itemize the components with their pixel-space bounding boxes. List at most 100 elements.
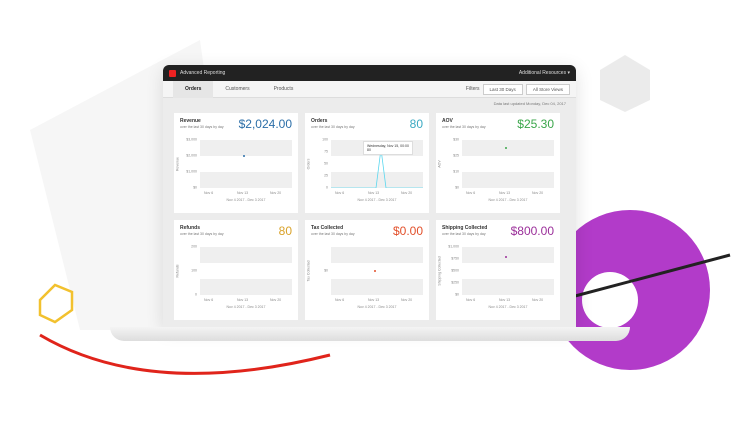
card-title: Shipping Collected bbox=[442, 225, 488, 231]
x-tick: Nov 13 bbox=[237, 298, 249, 302]
x-tick: Nov 20 bbox=[532, 298, 544, 302]
y-tick: $3,000 bbox=[186, 137, 197, 142]
y-tick: $30 bbox=[453, 137, 459, 142]
x-tick: Nov 20 bbox=[270, 298, 282, 302]
additional-resources-menu[interactable]: Additional Resources ▾ bbox=[518, 70, 570, 76]
x-tick: Nov 13 bbox=[499, 298, 511, 302]
card-subtitle: over the last 30 days by day bbox=[311, 125, 355, 129]
x-tick: Nov 20 bbox=[532, 191, 544, 195]
y-tick: 0 bbox=[326, 185, 328, 190]
x-tick: Nov 20 bbox=[401, 191, 413, 195]
card-aov: AOV over the last 30 days by day $25.30 … bbox=[436, 113, 560, 213]
y-tick: $0 bbox=[324, 268, 328, 273]
dashboard-window: Advanced Reporting Additional Resources … bbox=[163, 65, 576, 327]
date-range: Nov 4 2017 - Dec 3 2017 bbox=[357, 305, 397, 309]
date-range: Nov 4 2017 - Dec 3 2017 bbox=[226, 305, 266, 309]
chart-band bbox=[200, 278, 292, 295]
x-tick: Nov 6 bbox=[204, 191, 214, 195]
tab-bar: Orders Customers Products Filters Last 3… bbox=[163, 80, 576, 98]
last-updated-text: Data last updated Monday, Dec 04, 2017 bbox=[493, 101, 566, 106]
card-value: 80 bbox=[409, 117, 423, 131]
card-title: AOV bbox=[442, 118, 453, 124]
x-tick: Nov 20 bbox=[270, 191, 282, 195]
y-axis-label: Revenue bbox=[175, 156, 180, 172]
card-title: Refunds bbox=[180, 225, 200, 231]
chart: AOV $30 $25 $10 $0 Nov 6 Nov 13 Nov 20 Nov 4 201… bbox=[437, 138, 554, 202]
card-value: $25.30 bbox=[517, 117, 554, 131]
y-tick: $1,000 bbox=[186, 169, 197, 174]
card-refunds: Refunds over the last 30 days by day 80 … bbox=[174, 220, 298, 320]
y-tick: 100 bbox=[322, 137, 328, 142]
chart-band bbox=[200, 140, 292, 156]
chart-band bbox=[200, 247, 292, 263]
x-tick: Nov 13 bbox=[368, 191, 380, 195]
y-tick: $10 bbox=[453, 169, 459, 174]
x-tick: Nov 20 bbox=[401, 298, 413, 302]
tooltip: Wednesday, Nov 15, 00:00 80 bbox=[363, 141, 413, 156]
y-tick: 50 bbox=[324, 161, 328, 166]
date-range: Nov 4 2017 - Dec 3 2017 bbox=[226, 198, 266, 202]
x-tick: Nov 6 bbox=[335, 191, 345, 195]
chart-band bbox=[200, 171, 292, 188]
y-axis-label: Tax Collected bbox=[306, 260, 311, 282]
chart-band bbox=[462, 278, 554, 295]
card-shipping-collected: Shipping Collected over the last 30 days… bbox=[436, 220, 560, 320]
x-tick: Nov 6 bbox=[335, 298, 345, 302]
data-point[interactable] bbox=[505, 255, 508, 258]
card-title: Tax Collected bbox=[311, 225, 344, 231]
y-tick: $1,000 bbox=[448, 244, 459, 249]
y-axis-label: Shipping Collected bbox=[437, 256, 442, 286]
card-tax-collected: Tax Collected over the last 30 days by d… bbox=[305, 220, 429, 320]
y-axis-label: Refunds bbox=[175, 264, 180, 278]
y-tick: 200 bbox=[191, 244, 197, 249]
date-range: Nov 4 2017 - Dec 3 2017 bbox=[488, 198, 528, 202]
filters-label: Filters bbox=[465, 86, 480, 92]
chart: Tax Collected $0 Nov 6 Nov 13 Nov 20 Nov 4 20… bbox=[306, 247, 423, 309]
y-tick: 0 bbox=[195, 292, 197, 297]
chart-band bbox=[462, 247, 554, 263]
card-subtitle: over the last 30 days by day bbox=[180, 232, 224, 236]
y-axis-label: AOV bbox=[437, 160, 442, 168]
card-value: $800.00 bbox=[510, 224, 554, 238]
x-tick: Nov 13 bbox=[368, 298, 380, 302]
card-value: $2,024.00 bbox=[238, 117, 292, 131]
app-title: Advanced Reporting bbox=[180, 70, 226, 76]
data-point[interactable] bbox=[505, 146, 508, 149]
chart-band bbox=[462, 171, 554, 188]
chart-band bbox=[331, 278, 423, 295]
card-subtitle: over the last 30 days by day bbox=[442, 232, 486, 236]
y-tick: $0 bbox=[455, 185, 459, 190]
y-tick: 75 bbox=[324, 149, 328, 154]
metric-cards: Revenue over the last 30 days by day $2,… bbox=[174, 113, 560, 320]
card-subtitle: over the last 30 days by day bbox=[311, 232, 355, 236]
y-axis-label: Orders bbox=[306, 158, 311, 170]
app-logo-icon bbox=[169, 69, 176, 77]
chart-band bbox=[331, 247, 423, 263]
data-point[interactable] bbox=[243, 154, 246, 157]
tab-products[interactable]: Products bbox=[273, 85, 294, 92]
card-title: Orders bbox=[311, 118, 328, 124]
card-value: $0.00 bbox=[392, 224, 423, 238]
card-title: Revenue bbox=[180, 118, 201, 124]
y-tick: $0 bbox=[455, 292, 459, 297]
tooltip-date: Wednesday, Nov 15, 00:00 bbox=[367, 144, 409, 148]
chart: Refunds 200 100 0 Nov 6 Nov 13 Nov 20 Nov 4 201… bbox=[175, 245, 292, 309]
card-value: 80 bbox=[278, 224, 292, 238]
x-tick: Nov 6 bbox=[204, 298, 214, 302]
x-tick: Nov 6 bbox=[466, 191, 476, 195]
tab-customers[interactable]: Customers bbox=[225, 85, 250, 92]
y-tick: 100 bbox=[191, 268, 197, 273]
chart: Orders 100 75 50 25 0 Nov 6 Nov 13 Nov 20 Nov 4 2… bbox=[306, 138, 423, 202]
top-bar: Advanced Reporting Additional Resources … bbox=[163, 65, 576, 81]
data-point[interactable] bbox=[374, 270, 377, 272]
card-revenue: Revenue over the last 30 days by day $2,… bbox=[174, 113, 298, 213]
store-view-button[interactable]: All Store Views bbox=[525, 83, 570, 95]
y-tick: $500 bbox=[451, 268, 459, 273]
tab-orders[interactable]: Orders bbox=[173, 80, 214, 98]
tooltip-value: 80 bbox=[367, 148, 371, 153]
chart: Revenue $3,000 $2,000 $1,000 $0 Nov 6 Nov 13 No… bbox=[175, 138, 292, 202]
y-tick: 25 bbox=[324, 173, 328, 178]
y-tick: $0 bbox=[193, 185, 197, 190]
date-range-button[interactable]: Last 30 Days bbox=[482, 83, 523, 95]
laptop-base bbox=[110, 327, 630, 341]
